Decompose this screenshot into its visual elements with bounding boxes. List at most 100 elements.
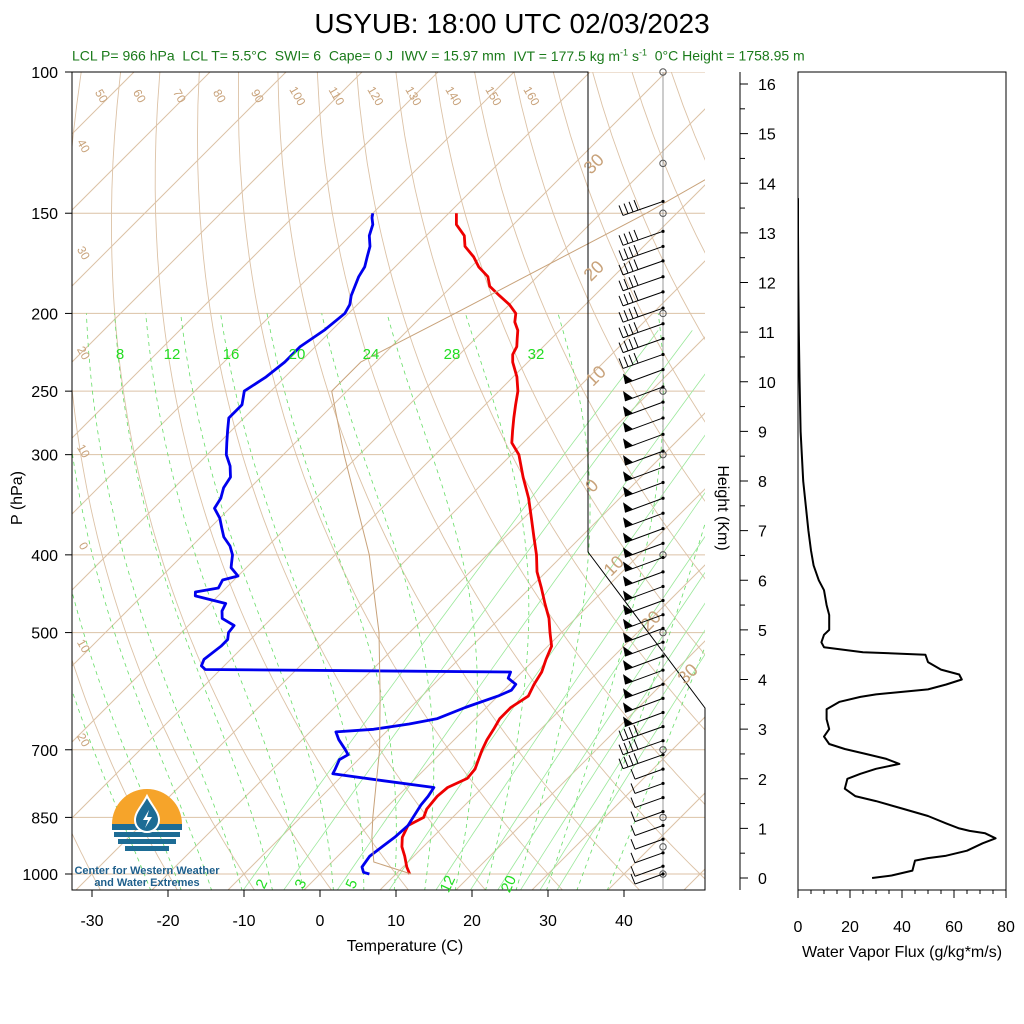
barb-shaft [634,797,664,809]
barb-feather [628,308,634,319]
parcel-trace [331,179,705,875]
isotherm-line [75,260,705,890]
barb-pennant [623,618,633,629]
barb-feather [628,246,634,258]
barb-feather [633,199,639,211]
barb-feather [633,739,639,750]
y-tick-label: 250 [31,384,58,401]
barb-feather [623,340,629,352]
barb-shaft [634,825,664,836]
barb-shaft [634,811,664,823]
dry-adiabat-label: 70 [170,87,189,106]
barb-pennant [623,406,633,417]
wind-barb [630,795,665,809]
barb-shaft [624,369,664,385]
wind-barb [630,767,665,780]
barb-shaft [622,323,664,339]
barb-feather [618,311,624,323]
wind-barb [623,668,665,685]
calm-wind-marker [659,309,667,318]
dry-adiabat-line [789,72,1024,891]
wvf-trace [798,198,997,879]
moist-adiabat-line [576,522,705,890]
wind-barb [630,810,665,823]
wind-barb [623,710,665,727]
barb-shaft [622,200,664,216]
dewpoint-trace [193,212,518,876]
wind-barb [630,837,665,850]
barb-feather [630,825,636,836]
wind-barb [623,570,665,587]
moist-adiabat-line [220,313,365,890]
mixing-ratio-line [435,491,705,890]
height-axis-label: Height (Km) [714,465,731,550]
wind-barb [618,725,665,742]
wind-barb [623,449,665,466]
barb-pennant [623,486,633,497]
mixing-ratio-line [539,629,705,890]
x-tick-label: -10 [232,913,255,930]
cape-value: Cape= 0 J [328,47,394,64]
sounding-indices: LCL P= 966 hPa LCL T= 5.5°C SWI= 6 Cape=… [72,47,1022,64]
barb-pennant [623,547,633,558]
barb-feather [618,205,624,216]
temperature-axis-label: Temperature (C) [347,938,463,955]
right-isotherm-label: 30 [674,660,702,688]
y-tick-label: 1000 [22,867,58,884]
barb-feather [618,235,624,246]
dry-adiabat-label: 120 [364,84,386,109]
barb-feather [623,248,629,259]
barb-feather [623,728,629,740]
isotherm-label: 0 [76,540,92,553]
barb-shaft [624,600,664,615]
dry-adiabat-label: 100 [286,84,308,109]
mixing-ratio-bottom-label: 12 [437,873,459,895]
barb-feather [628,261,634,272]
barb-feather [630,873,636,885]
height-tick-label: 5 [758,623,767,640]
wind-barb [623,416,665,433]
calm-wind-marker [659,843,667,851]
lcl-temperature: LCL T= 5.5°C [182,47,267,64]
wind-barb [630,781,665,794]
height-tick-label: 12 [758,276,776,293]
isotherm-line [455,640,705,890]
isotherm-line [151,336,705,890]
mixing-ratio-label: 16 [223,346,240,363]
barb-shaft [624,433,664,449]
barb-shaft [634,873,664,885]
barb-feather [623,203,629,214]
barb-feather [618,280,624,291]
barb-feather [633,275,639,286]
wind-barb [618,229,665,246]
isotherm-label: 10 [74,637,93,656]
barb-shaft [634,768,664,780]
ivt-value: IVT = 177.5 kg m-1 s-1 [513,47,647,64]
barb-feather [623,742,629,754]
right-isotherm-label: 20 [580,257,608,285]
mixing-ratio-bottom-label: 20 [498,873,520,895]
barb-shaft [634,865,664,877]
height-tick-label: 4 [758,673,767,690]
isotherm-line [379,564,705,890]
y-tick-label: 400 [31,548,58,565]
wind-barb [623,613,665,630]
wind-barb [623,696,665,713]
mixing-ratio-line [497,571,705,890]
barb-feather [633,352,639,364]
right-isotherm-label: 0 [581,475,602,496]
barb-feather [633,725,639,736]
moist-adiabat-line [145,313,304,890]
barb-shaft [624,482,664,497]
barb-pennant [623,646,633,657]
barb-feather [618,264,624,276]
height-tick-label: 10 [758,375,776,392]
barb-feather [628,754,634,766]
barb-feather [633,322,639,333]
wind-barb [618,739,665,756]
wvf-x-tick-label: 0 [794,919,803,936]
dry-adiabat-line [197,72,487,890]
wind-barb [623,400,665,417]
moist-adiabat-line [606,645,705,890]
freezing-height: 0°C Height = 1758.95 m [654,47,805,64]
